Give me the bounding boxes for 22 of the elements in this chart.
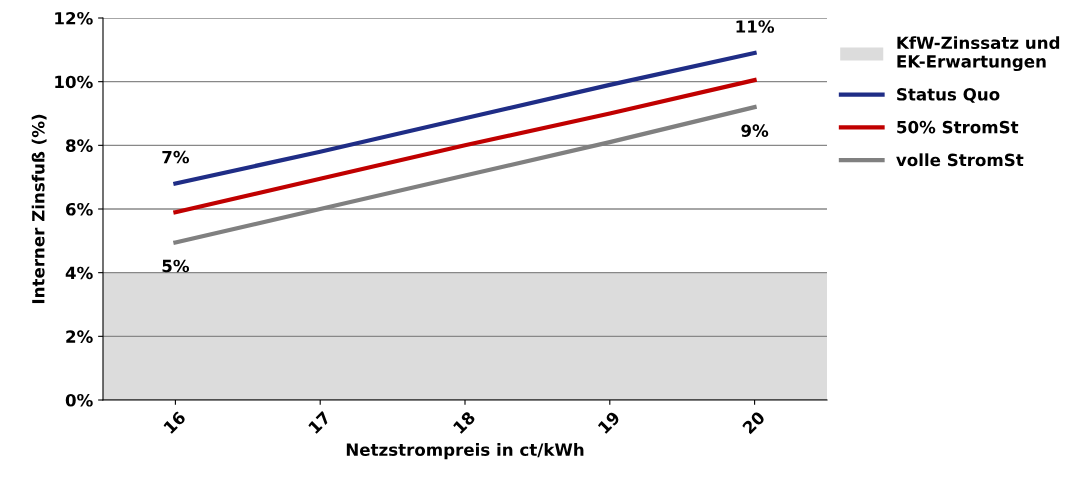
y-axis-title: Interner Zinsfuß (%)	[31, 114, 47, 304]
annotation: 5%	[162, 259, 190, 273]
x-tick-label: 20	[741, 410, 766, 435]
y-tick-label: 0%	[65, 393, 93, 407]
legend-label: KfW-Zinssatz und EK-Erwartungen	[897, 36, 1060, 72]
x-tick-label: 17	[307, 411, 331, 434]
legend-label: volle StromSt	[896, 153, 1024, 167]
legend-label: 50% StromSt	[897, 120, 1019, 134]
x-tick-label: 19	[597, 410, 621, 434]
y-tick-label: 8%	[66, 139, 93, 152]
y-tick-label: 10%	[55, 75, 93, 89]
annotation: 11%	[736, 20, 775, 33]
legend-label: Status Quo	[897, 88, 1000, 103]
y-tick-label: 2%	[66, 330, 93, 343]
annotation: 7%	[162, 150, 190, 164]
x-tick-label: 18	[452, 410, 476, 434]
x-axis-title: Netzstrompreis in ct/kWh	[346, 443, 584, 460]
x-tick-label: 16	[163, 410, 187, 434]
y-tick-label: 4%	[65, 266, 93, 280]
y-tick-label: 6%	[66, 202, 93, 216]
y-tick-label: 12%	[55, 11, 93, 25]
annotation: 9%	[741, 124, 769, 137]
